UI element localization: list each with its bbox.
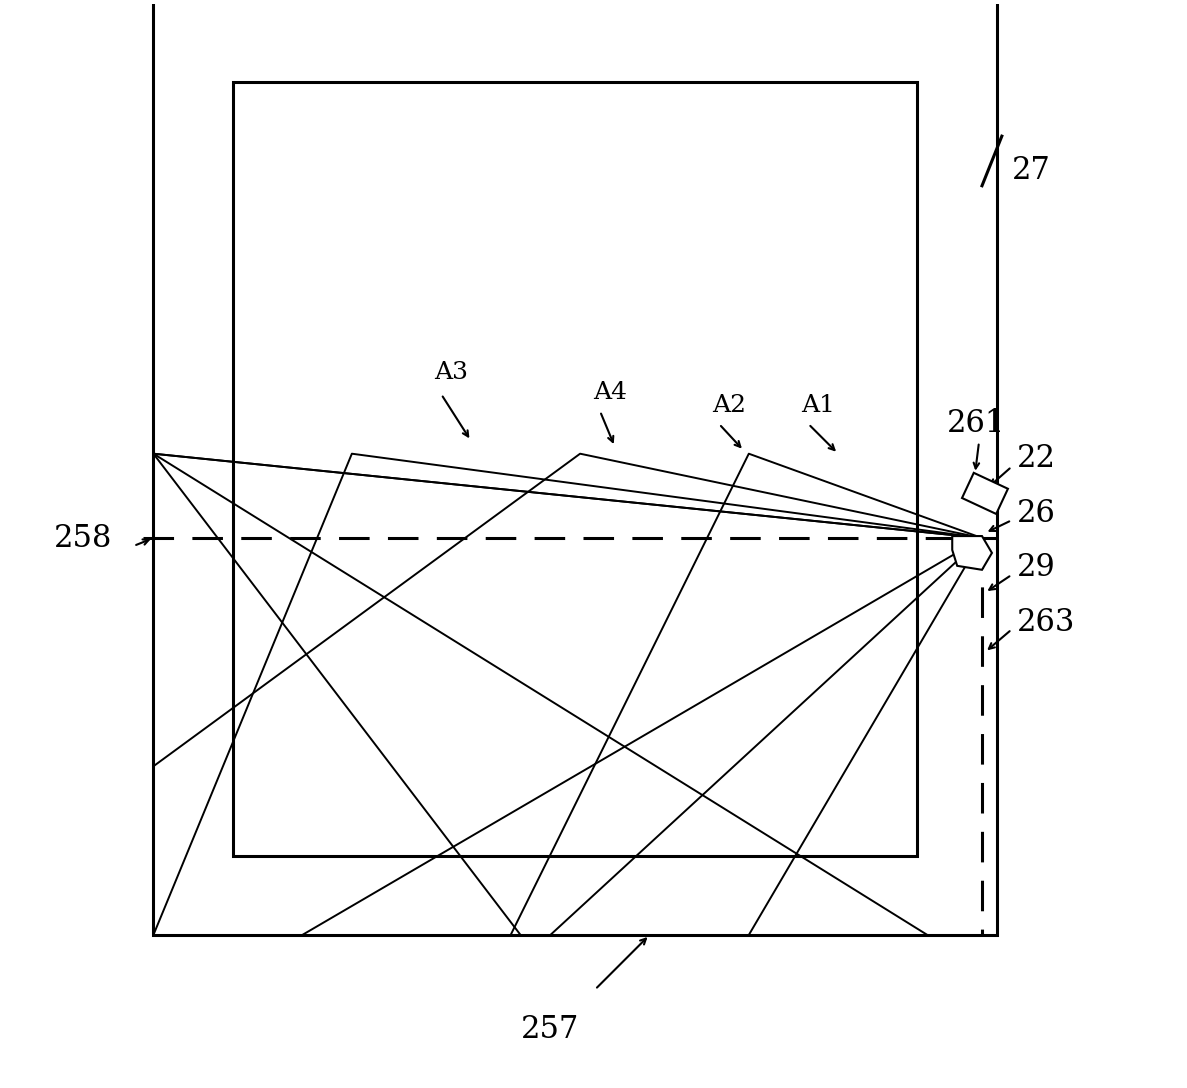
Text: 261: 261 bbox=[947, 408, 1005, 440]
Polygon shape bbox=[952, 536, 992, 570]
Text: A4: A4 bbox=[592, 381, 627, 404]
Bar bbox=[153, 0, 997, 935]
Text: A2: A2 bbox=[712, 394, 745, 417]
Bar bbox=[233, 82, 918, 855]
Text: 263: 263 bbox=[1017, 607, 1075, 638]
Text: 258: 258 bbox=[55, 522, 113, 554]
Text: A3: A3 bbox=[434, 361, 468, 384]
Text: 26: 26 bbox=[1017, 497, 1055, 529]
Text: 27: 27 bbox=[1011, 156, 1050, 186]
Text: 257: 257 bbox=[521, 1014, 579, 1044]
Polygon shape bbox=[961, 473, 1008, 514]
Text: 22: 22 bbox=[1017, 443, 1055, 474]
Text: 29: 29 bbox=[1017, 553, 1055, 583]
Text: A1: A1 bbox=[801, 394, 836, 417]
